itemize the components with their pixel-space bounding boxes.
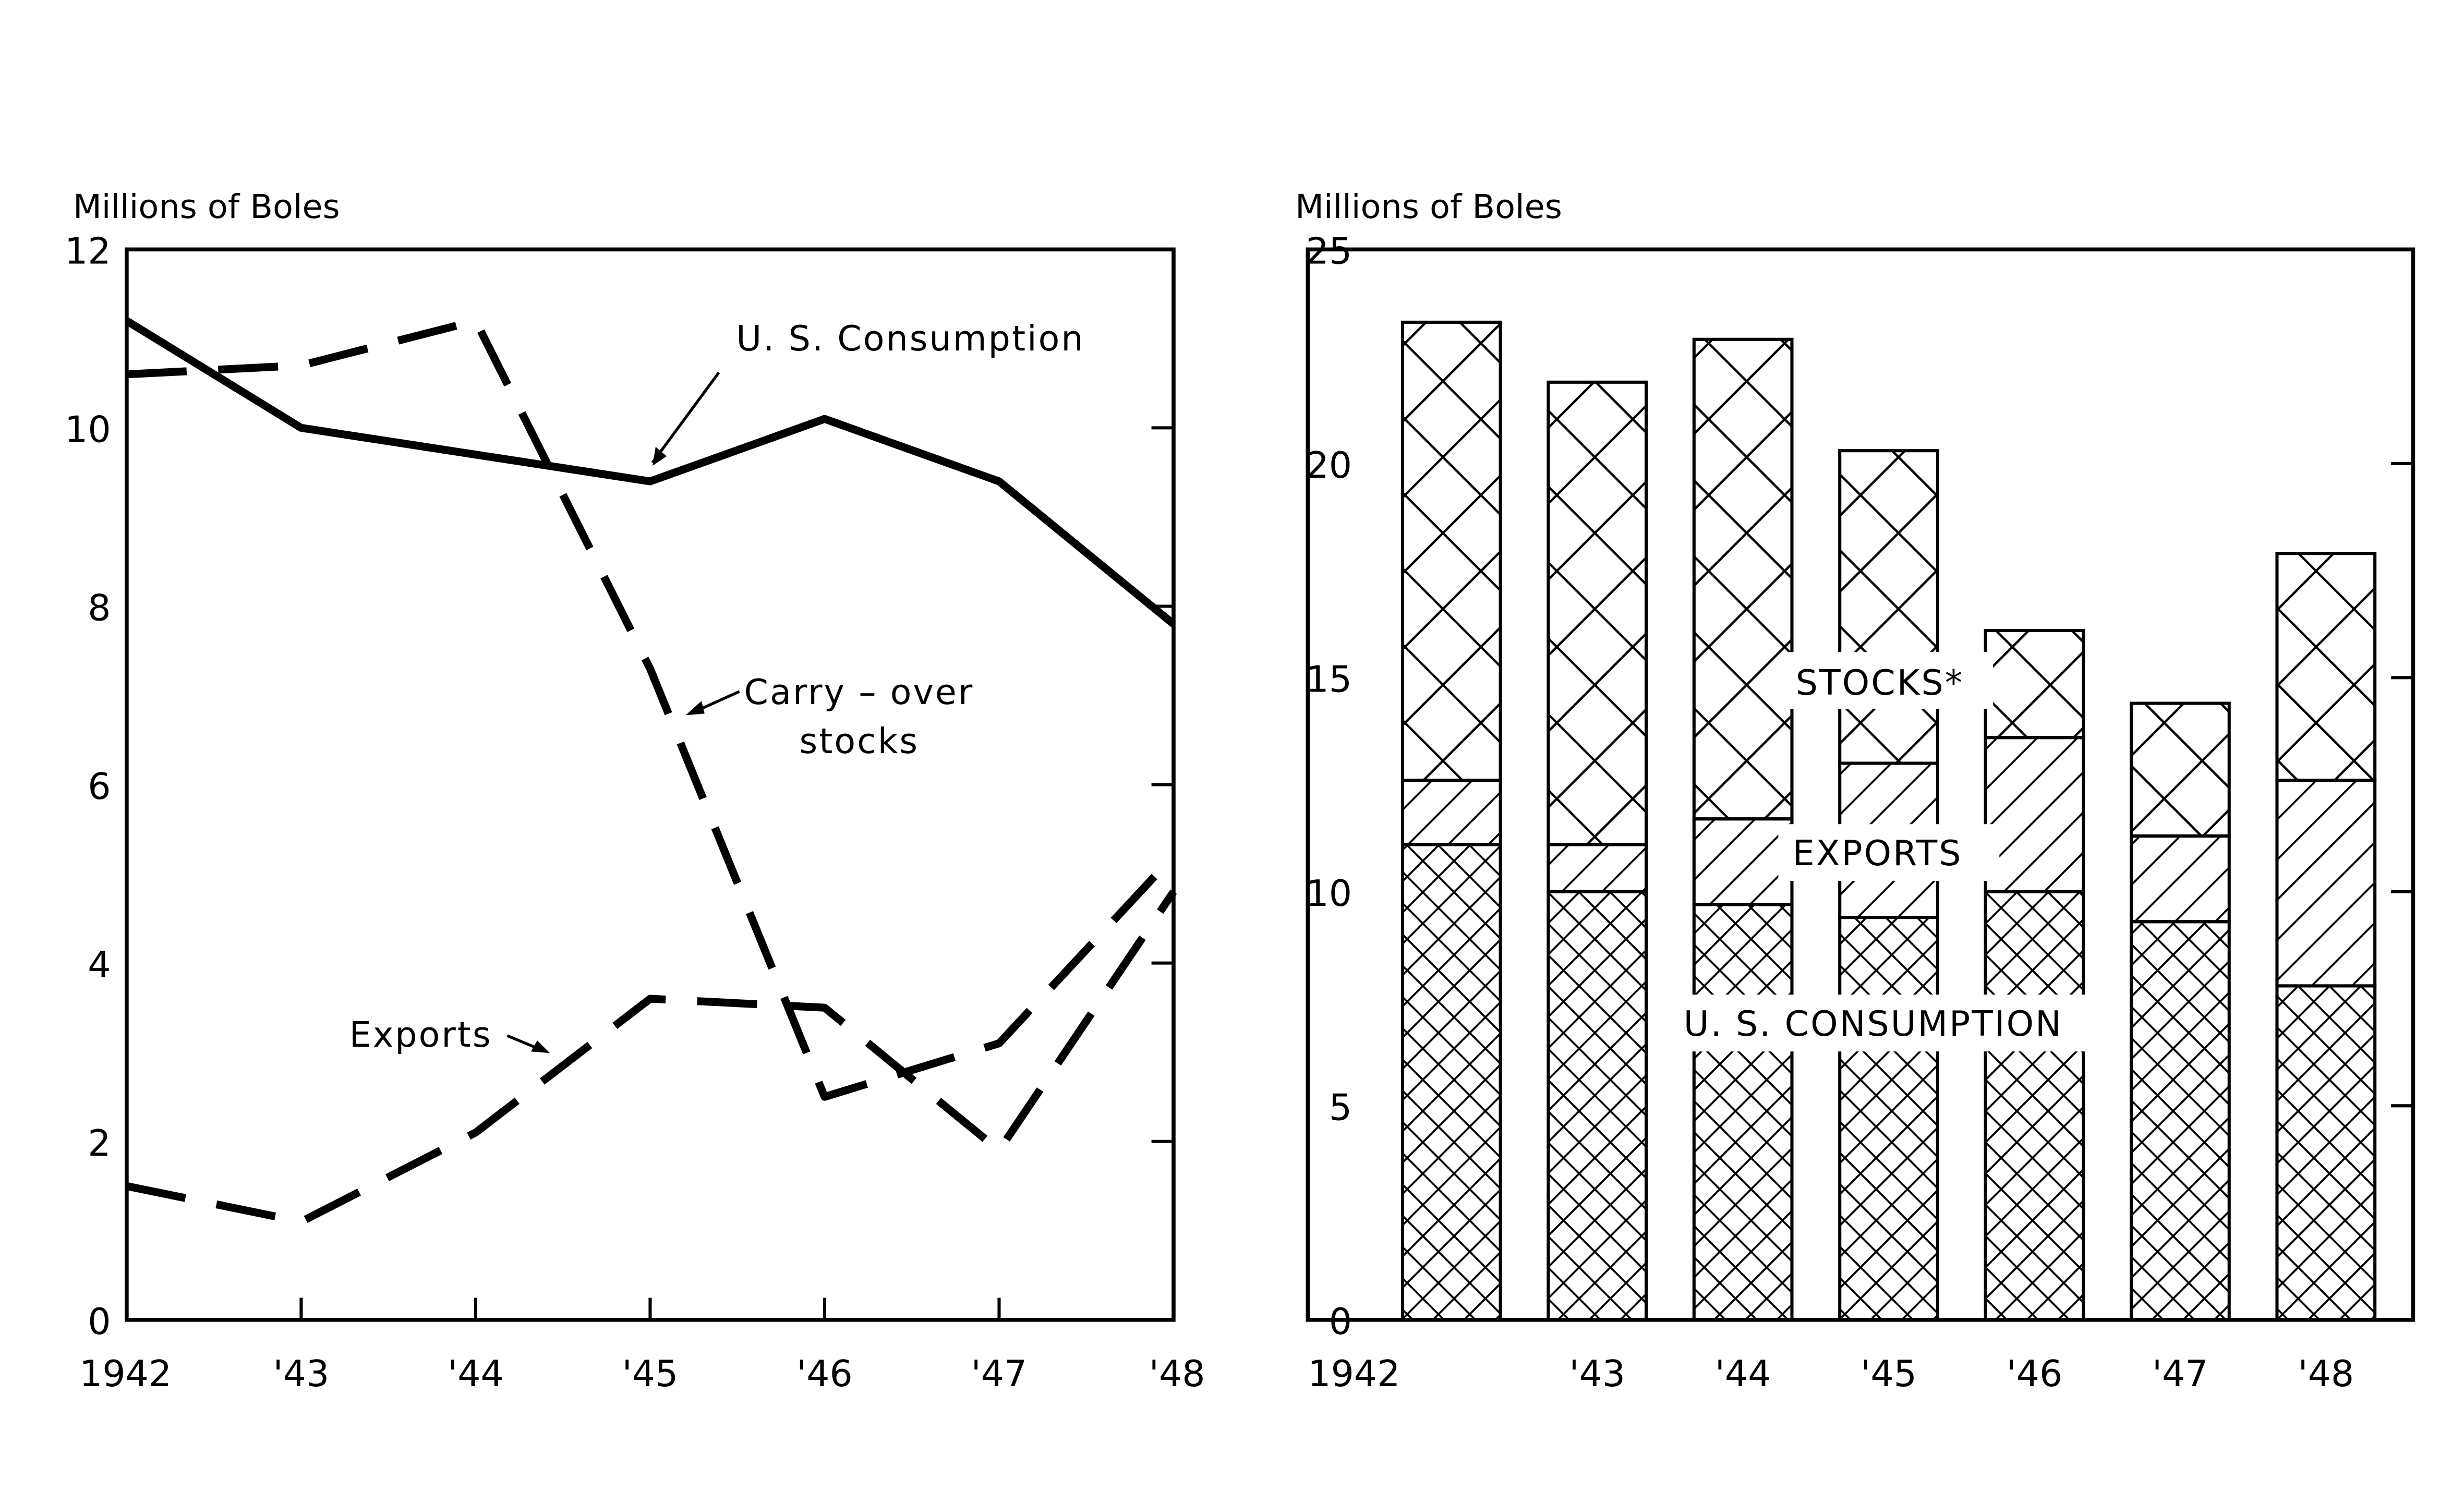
label-background [1671, 995, 2101, 1052]
x-tick-label: '45 [622, 1353, 679, 1395]
y-axis-label: Millions of Boles [73, 187, 340, 226]
legend-label-stocks: STOCKS* [1796, 662, 1964, 703]
x-tick-label: 1942 [79, 1353, 172, 1395]
bar-segment-us-consumption [2130, 920, 2231, 1322]
bar-segment-exports [1692, 817, 1794, 906]
bar-segment-stocks [1547, 380, 1648, 846]
bar-segment-stocks [2130, 701, 2231, 838]
y-tick-label: 15 [1306, 659, 1352, 701]
x-tick-label: '47 [971, 1353, 1028, 1395]
x-tick-label: '44 [1715, 1353, 1771, 1395]
bar-segment-exports [1547, 843, 1648, 893]
x-tick-label: '46 [2007, 1353, 2063, 1395]
plot-frame [125, 247, 1176, 1322]
y-tick-label: 12 [65, 231, 111, 273]
bar-segment-stocks [2275, 552, 2377, 782]
x-tick-label: '48 [1149, 1353, 1205, 1395]
annotation-stocks: stocks [800, 721, 920, 761]
annotation-arrow [651, 371, 720, 464]
x-tick-label: '43 [273, 1353, 330, 1395]
y-tick-label: 8 [88, 587, 111, 629]
annotation-carry-over: Carry – over [744, 672, 974, 712]
y-tick-label: 5 [1329, 1087, 1352, 1129]
plot-frame [1306, 247, 2415, 1322]
arrowhead-icon [530, 1040, 550, 1053]
series-line-u-s-consumption [124, 317, 1176, 627]
arrowhead-icon [652, 446, 667, 466]
bar-segment-us-consumption [1692, 903, 1794, 1322]
bar-segment-us-consumption [2275, 984, 2377, 1322]
series-line-carry-over-stocks [126, 317, 1177, 1101]
y-tick-label: 10 [1306, 872, 1352, 915]
annotation-exports: Exports [349, 1014, 492, 1055]
bar-segment-exports [1984, 736, 2085, 893]
annotation-us-consumption: U. S. Consumption [736, 318, 1084, 359]
y-tick-label: 20 [1306, 444, 1352, 487]
x-tick-label: '47 [2152, 1353, 2208, 1395]
y-tick-label: 4 [88, 944, 111, 986]
y-tick-label: 10 [65, 409, 111, 451]
legend-label-exports: EXPORTS [1793, 833, 1963, 874]
series-line-exports [126, 889, 1177, 1226]
label-background [1781, 652, 1994, 709]
bar-segment-us-consumption [1547, 890, 1648, 1322]
legend-label-us-consumption: U. S. CONSUMPTION [1684, 1003, 2063, 1044]
x-tick-label: '45 [1861, 1353, 1917, 1395]
x-tick-label: '46 [796, 1353, 853, 1395]
line-chart: Millions of Boles 0 2 4 6 8 10 12 1942 '43 '44 '45… [65, 187, 1205, 1395]
bar-chart: Millions of Boles 05101520251942'43'44'4… [1295, 187, 2415, 1395]
bar-segment-exports [1400, 779, 1502, 846]
bar-segment-us-consumption [1400, 843, 1502, 1322]
bar-segment-exports [2130, 834, 2231, 924]
bar-segment-us-consumption [1984, 890, 2085, 1322]
y-axis-label: Millions of Boles [1295, 187, 1562, 226]
x-tick-label: 1942 [1308, 1353, 1400, 1395]
x-tick-label: '44 [448, 1353, 504, 1395]
y-tick-label: 2 [88, 1122, 111, 1165]
y-tick-label: 6 [88, 766, 111, 808]
x-tick-label: '43 [1569, 1353, 1625, 1395]
bar-segment-stocks [1400, 320, 1502, 782]
bar-segment-stocks [1838, 449, 1939, 765]
arrowhead-icon [685, 701, 705, 716]
x-tick-label: '48 [2298, 1353, 2354, 1395]
bar-segment-stocks [1692, 337, 1794, 821]
bar-segment-us-consumption [1838, 916, 1939, 1322]
bar-segment-exports [2275, 779, 2377, 988]
label-background [1778, 824, 2000, 881]
bar-segment-stocks [1984, 628, 2085, 740]
y-tick-label: 0 [88, 1301, 111, 1343]
